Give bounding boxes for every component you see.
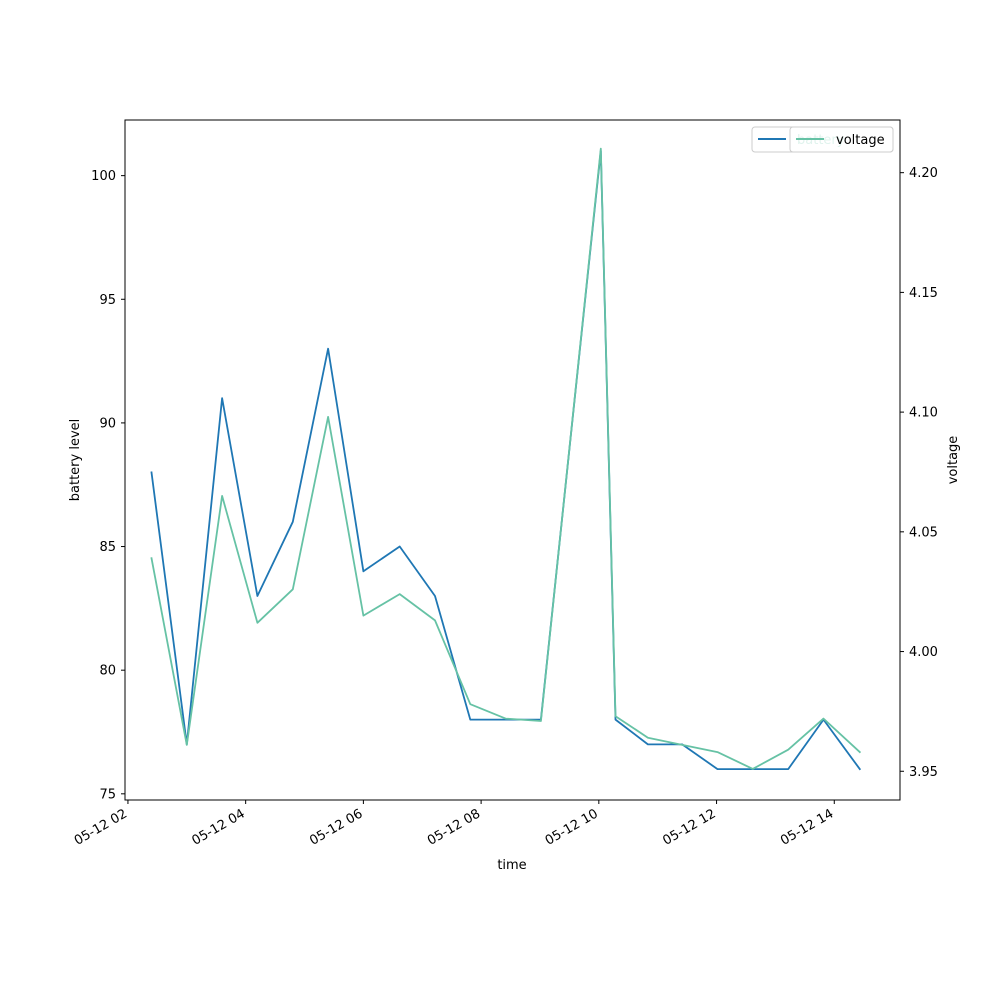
legend-voltage-box [789,126,894,153]
y-axis-right-title: voltage [946,436,961,485]
y-left-tick-label: 100 [91,169,116,184]
x-tick-label: 05-12 14 [778,806,836,848]
series-line-battery [150,149,862,771]
x-tick-label: 05-12 02 [72,806,130,848]
x-tick-label: 05-12 06 [307,806,365,848]
legend-voltage: voltage [789,126,894,153]
y-axis-left: 75 80 85 90 95 100 [91,169,125,802]
y-right-tick-label: 3.95 [909,765,938,780]
x-axis: 05-12 02 05-12 04 05-12 06 05-12 08 05-12 10… [72,800,836,849]
series-line-voltage [150,147,862,770]
x-tick-label: 05-12 08 [425,806,483,848]
legend-voltage-label: voltage [836,133,885,148]
y-left-tick-label: 85 [99,540,116,555]
plot-area [124,119,901,801]
y-left-tick-label: 75 [99,787,116,802]
x-tick-label: 05-12 12 [660,806,718,848]
plot-frame [124,119,901,801]
y-axis-right: 3.95 4.00 4.05 4.10 4.15 4.20 [900,166,938,780]
y-left-tick-label: 95 [99,293,116,308]
y-right-tick-label: 4.20 [909,166,938,181]
y-right-tick-label: 4.00 [909,645,938,660]
x-tick-label: 05-12 10 [543,806,601,848]
y-left-tick-label: 90 [99,416,116,431]
x-tick-label: 05-12 04 [190,806,248,848]
y-right-tick-label: 4.15 [909,286,938,301]
y-axis-left-title: battery level [68,419,83,502]
y-right-tick-label: 4.05 [909,525,938,540]
y-left-tick-label: 80 [99,664,116,679]
y-right-tick-label: 4.10 [909,406,938,421]
x-axis-title: time [497,858,526,873]
series-layer [150,147,862,771]
